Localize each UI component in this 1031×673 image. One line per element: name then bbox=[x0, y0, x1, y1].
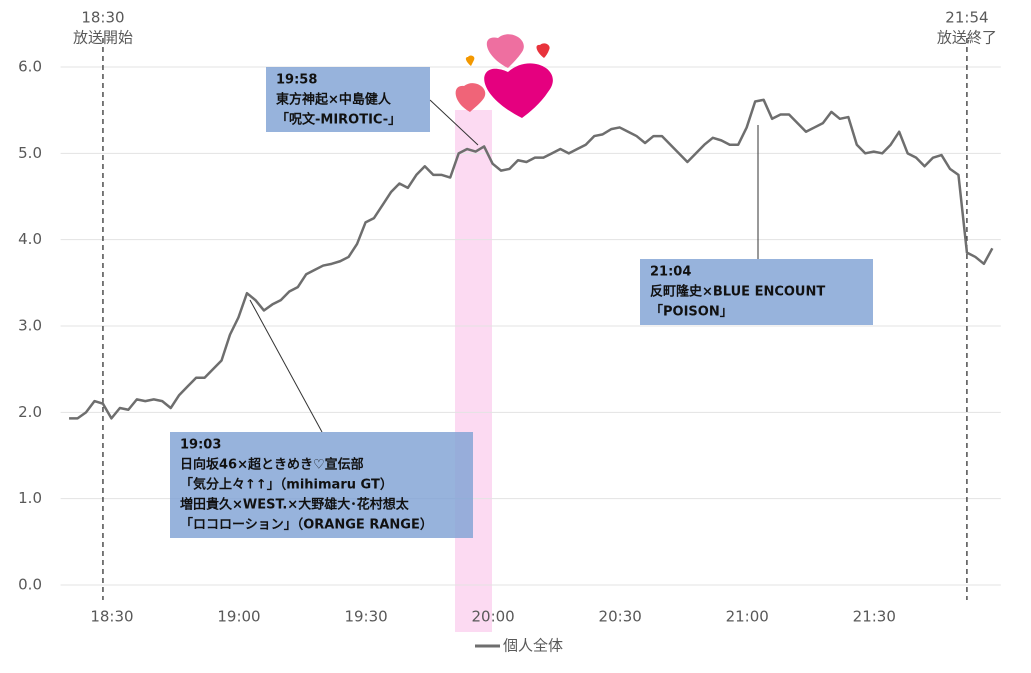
pointers bbox=[249, 99, 759, 433]
x-tick-label: 20:30 bbox=[599, 608, 642, 626]
callout-text: 21:04 bbox=[650, 265, 691, 280]
pointer-line bbox=[429, 99, 479, 146]
callouts: 19:58 東方神起×中島健人「呪文-MIROTIC-」 21:04 反町隆史×BLU… bbox=[170, 67, 873, 538]
callout-text: 19:03 bbox=[180, 438, 221, 453]
marker-label: 放送開始 bbox=[73, 29, 133, 47]
callout-text: 「POISON」 bbox=[650, 304, 733, 320]
y-tick-label: 0.0 bbox=[18, 576, 42, 594]
legend-label: 個人全体 bbox=[503, 637, 563, 655]
y-tick-label: 1.0 bbox=[18, 489, 42, 507]
callout-text: 「呪文-MIROTIC-」 bbox=[276, 112, 401, 128]
callout-text: 日向坂46×超ときめき♡宣伝部 bbox=[180, 457, 364, 473]
y-tick-label: 5.0 bbox=[18, 144, 42, 162]
marker-time: 21:54 bbox=[945, 9, 988, 27]
callout-text: 19:58 bbox=[276, 73, 317, 88]
x-tick-label: 21:30 bbox=[853, 608, 896, 626]
callout-text: 反町隆史×BLUE ENCOUNT bbox=[650, 284, 825, 300]
callout-box bbox=[640, 259, 873, 325]
grid: 0.0 1.0 2.0 3.0 4.0 5.0 6.0 18:30 19:00 19:30 20:0… bbox=[18, 9, 1001, 626]
callout-text: 「ロコローション」（ORANGE RANGE） bbox=[180, 517, 433, 533]
y-tick-label: 6.0 bbox=[18, 58, 42, 76]
highlight-band bbox=[455, 110, 492, 632]
y-tick-label: 4.0 bbox=[18, 230, 42, 248]
heart bbox=[486, 34, 524, 68]
callout-text: 増田貴久×WEST.×大野雄大･花村想太 bbox=[180, 497, 410, 513]
marker-label: 放送終了 bbox=[937, 29, 997, 47]
marker-time: 18:30 bbox=[81, 9, 124, 27]
heart bbox=[465, 55, 475, 66]
y-tick-label: 3.0 bbox=[18, 317, 42, 335]
x-tick-label: 19:00 bbox=[217, 608, 260, 626]
plot bbox=[69, 98, 994, 420]
callout-text: 東方神起×中島健人 bbox=[276, 92, 392, 108]
pointer-line bbox=[249, 299, 323, 433]
x-tick-label: 19:30 bbox=[344, 608, 387, 626]
x-tick-label: 20:00 bbox=[471, 608, 514, 626]
heart bbox=[484, 63, 553, 118]
heart bbox=[455, 83, 486, 112]
heart bbox=[536, 43, 550, 58]
callout-text: 「気分上々↑↑」（mihimaru GT） bbox=[180, 477, 393, 493]
x-tick-label: 21:00 bbox=[726, 608, 769, 626]
y-tick-label: 2.0 bbox=[18, 403, 42, 421]
legend: 個人全体 bbox=[475, 637, 563, 655]
callout-box bbox=[170, 432, 473, 538]
hearts bbox=[455, 34, 553, 118]
x-tick-label: 18:30 bbox=[90, 608, 133, 626]
callout-box bbox=[266, 67, 430, 132]
series-line bbox=[69, 98, 994, 420]
